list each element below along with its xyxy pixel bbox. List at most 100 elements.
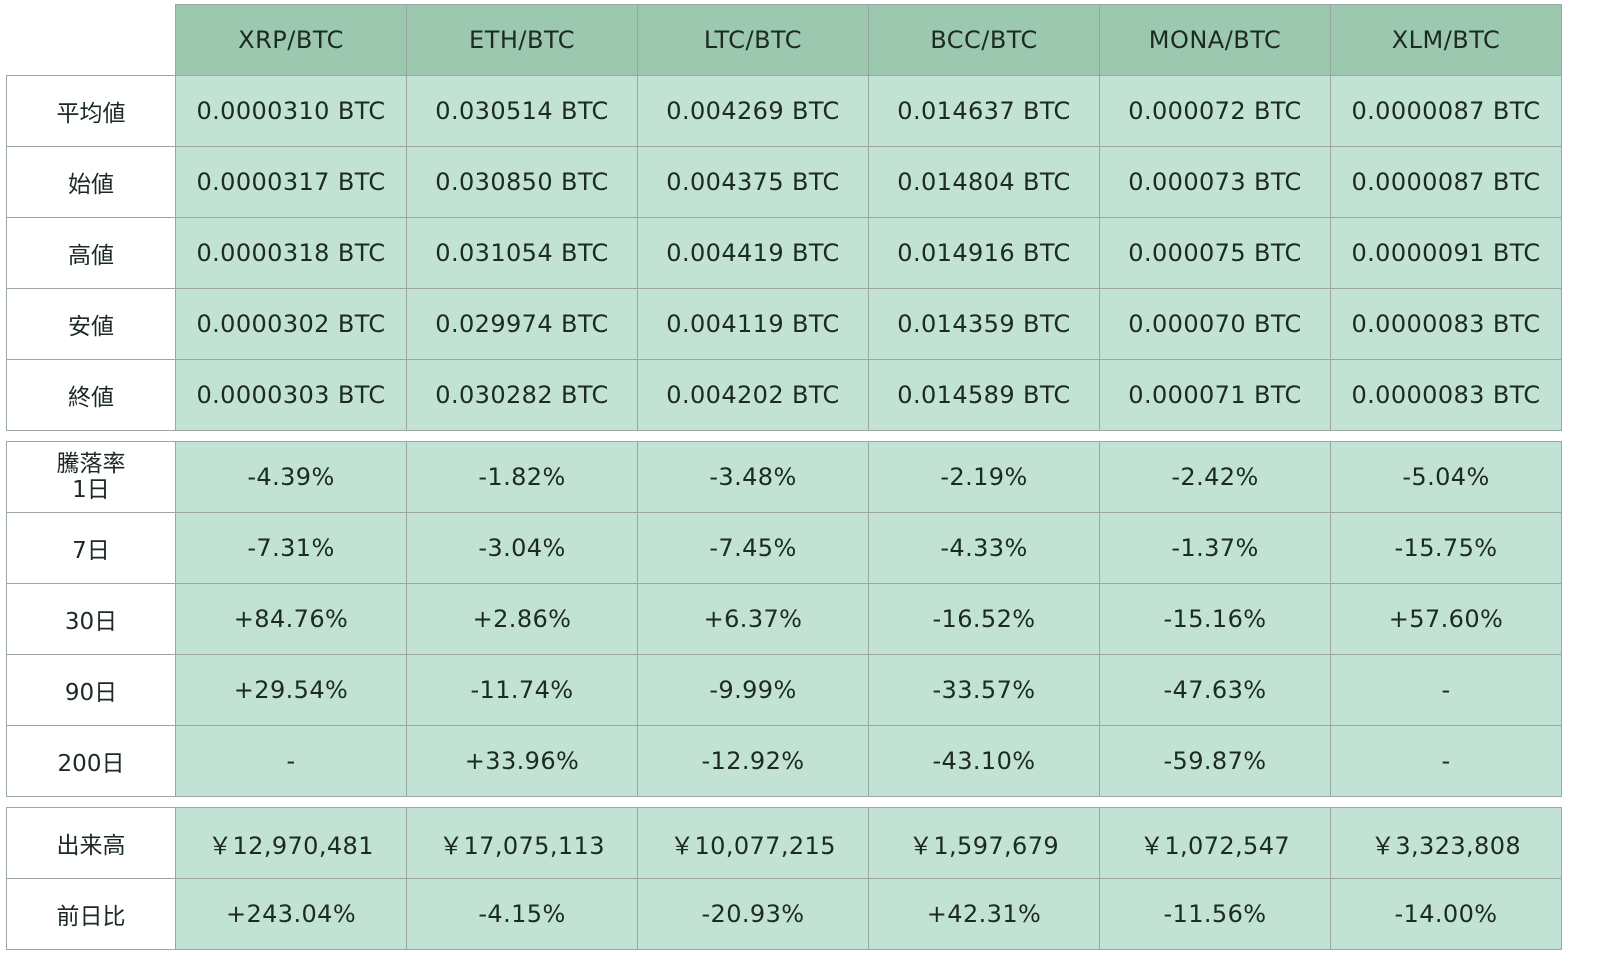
table-cell: 0.030850 BTC (406, 146, 638, 218)
table-cell: 0.030514 BTC (406, 75, 638, 147)
table-cell: +57.60% (1330, 583, 1562, 655)
table-cell: ￥3,323,808 (1330, 807, 1562, 879)
table-cell: -11.74% (406, 654, 638, 726)
column-header-eth-btc: ETH/BTC (406, 4, 638, 76)
table-cell: - (1330, 725, 1562, 797)
row-label-change-30d: 30日 (6, 583, 176, 655)
table-cell: 0.000073 BTC (1099, 146, 1331, 218)
row-close: 終値 0.0000303 BTC 0.030282 BTC 0.004202 B… (6, 359, 1562, 431)
table-cell: -15.75% (1330, 512, 1562, 584)
table-cell: -3.04% (406, 512, 638, 584)
row-label-low: 安値 (6, 288, 176, 360)
table-cell: 0.031054 BTC (406, 217, 638, 289)
table-cell: 0.0000317 BTC (175, 146, 407, 218)
table-cell: ￥10,077,215 (637, 807, 869, 879)
table-cell: 0.004375 BTC (637, 146, 869, 218)
row-label-change-7d: 7日 (6, 512, 176, 584)
table-cell: 0.029974 BTC (406, 288, 638, 360)
table-cell: -3.48% (637, 441, 869, 513)
row-change-7d: 7日 -7.31% -3.04% -7.45% -4.33% -1.37% -1… (6, 512, 1562, 584)
table-cell: -47.63% (1099, 654, 1331, 726)
row-label-change-90d: 90日 (6, 654, 176, 726)
table-cell: -12.92% (637, 725, 869, 797)
column-header-mona-btc: MONA/BTC (1099, 4, 1331, 76)
table-cell: -4.15% (406, 878, 638, 950)
table-cell: +84.76% (175, 583, 407, 655)
row-high: 高値 0.0000318 BTC 0.031054 BTC 0.004419 B… (6, 217, 1562, 289)
table-cell: 0.014916 BTC (868, 217, 1100, 289)
table-cell: 0.000072 BTC (1099, 75, 1331, 147)
corner-cell (6, 4, 176, 76)
row-low: 安値 0.0000302 BTC 0.029974 BTC 0.004119 B… (6, 288, 1562, 360)
row-label-volume: 出来高 (6, 807, 176, 879)
table-cell: -2.42% (1099, 441, 1331, 513)
row-label-prev-day-ratio: 前日比 (6, 878, 176, 950)
table-cell: 0.014359 BTC (868, 288, 1100, 360)
table-cell: 0.004419 BTC (637, 217, 869, 289)
table-cell: 0.0000318 BTC (175, 217, 407, 289)
row-volume: 出来高 ￥12,970,481 ￥17,075,113 ￥10,077,215 … (6, 807, 1562, 879)
table-cell: ￥17,075,113 (406, 807, 638, 879)
table-cell: +6.37% (637, 583, 869, 655)
row-label-change-1d: 騰落率 1日 (6, 441, 176, 513)
change-rate-table: 騰落率 1日 -4.39% -1.82% -3.48% -2.19% -2.42%… (6, 441, 1562, 797)
table-cell: 0.014637 BTC (868, 75, 1100, 147)
table-cell: -14.00% (1330, 878, 1562, 950)
column-header-xlm-btc: XLM/BTC (1330, 4, 1562, 76)
row-label-change-200d: 200日 (6, 725, 176, 797)
table-cell: 0.0000302 BTC (175, 288, 407, 360)
column-header-ltc-btc: LTC/BTC (637, 4, 869, 76)
table-cell: 0.0000087 BTC (1330, 146, 1562, 218)
table-cell: +29.54% (175, 654, 407, 726)
table-cell: -4.33% (868, 512, 1100, 584)
row-change-200d: 200日 - +33.96% -12.92% -43.10% -59.87% - (6, 725, 1562, 797)
row-label-close: 終値 (6, 359, 176, 431)
table-cell: ￥1,597,679 (868, 807, 1100, 879)
table-cell: 0.0000303 BTC (175, 359, 407, 431)
column-header-xrp-btc: XRP/BTC (175, 4, 407, 76)
table-cell: -4.39% (175, 441, 407, 513)
table-cell: -15.16% (1099, 583, 1331, 655)
table-cell: -2.19% (868, 441, 1100, 513)
column-header-bcc-btc: BCC/BTC (868, 4, 1100, 76)
table-cell: 0.000071 BTC (1099, 359, 1331, 431)
table-cell: 0.004269 BTC (637, 75, 869, 147)
table-cell: 0.014804 BTC (868, 146, 1100, 218)
table-cell: -43.10% (868, 725, 1100, 797)
table-cell: +2.86% (406, 583, 638, 655)
table-cell: 0.0000091 BTC (1330, 217, 1562, 289)
header-row: XRP/BTC ETH/BTC LTC/BTC BCC/BTC MONA/BTC… (6, 4, 1562, 76)
table-cell: 0.0000310 BTC (175, 75, 407, 147)
table-cell: - (1330, 654, 1562, 726)
table-cell: -1.82% (406, 441, 638, 513)
row-change-90d: 90日 +29.54% -11.74% -9.99% -33.57% -47.6… (6, 654, 1562, 726)
table-cell: -16.52% (868, 583, 1100, 655)
table-cell: 0.0000087 BTC (1330, 75, 1562, 147)
table-cell: -1.37% (1099, 512, 1331, 584)
table-cell: -7.31% (175, 512, 407, 584)
table-cell: - (175, 725, 407, 797)
table-cell: 0.030282 BTC (406, 359, 638, 431)
row-change-30d: 30日 +84.76% +2.86% +6.37% -16.52% -15.16… (6, 583, 1562, 655)
table-cell: 0.014589 BTC (868, 359, 1100, 431)
row-label-line1: 騰落率 (56, 451, 126, 477)
table-cell: -11.56% (1099, 878, 1331, 950)
row-label-average: 平均値 (6, 75, 176, 147)
table-cell: 0.0000083 BTC (1330, 359, 1562, 431)
table-cell: ￥12,970,481 (175, 807, 407, 879)
row-label-open: 始値 (6, 146, 176, 218)
row-change-1d: 騰落率 1日 -4.39% -1.82% -3.48% -2.19% -2.42%… (6, 441, 1562, 513)
volume-table: 出来高 ￥12,970,481 ￥17,075,113 ￥10,077,215 … (6, 807, 1562, 950)
table-cell: +243.04% (175, 878, 407, 950)
table-cell: -59.87% (1099, 725, 1331, 797)
table-cell: -5.04% (1330, 441, 1562, 513)
price-stats-table: XRP/BTC ETH/BTC LTC/BTC BCC/BTC MONA/BTC… (6, 4, 1562, 431)
table-cell: -7.45% (637, 512, 869, 584)
table-cell: -20.93% (637, 878, 869, 950)
table-cell: 0.000070 BTC (1099, 288, 1331, 360)
row-label-high: 高値 (6, 217, 176, 289)
table-cell: -33.57% (868, 654, 1100, 726)
table-cell: ￥1,072,547 (1099, 807, 1331, 879)
table-cell: +33.96% (406, 725, 638, 797)
table-cell: -9.99% (637, 654, 869, 726)
